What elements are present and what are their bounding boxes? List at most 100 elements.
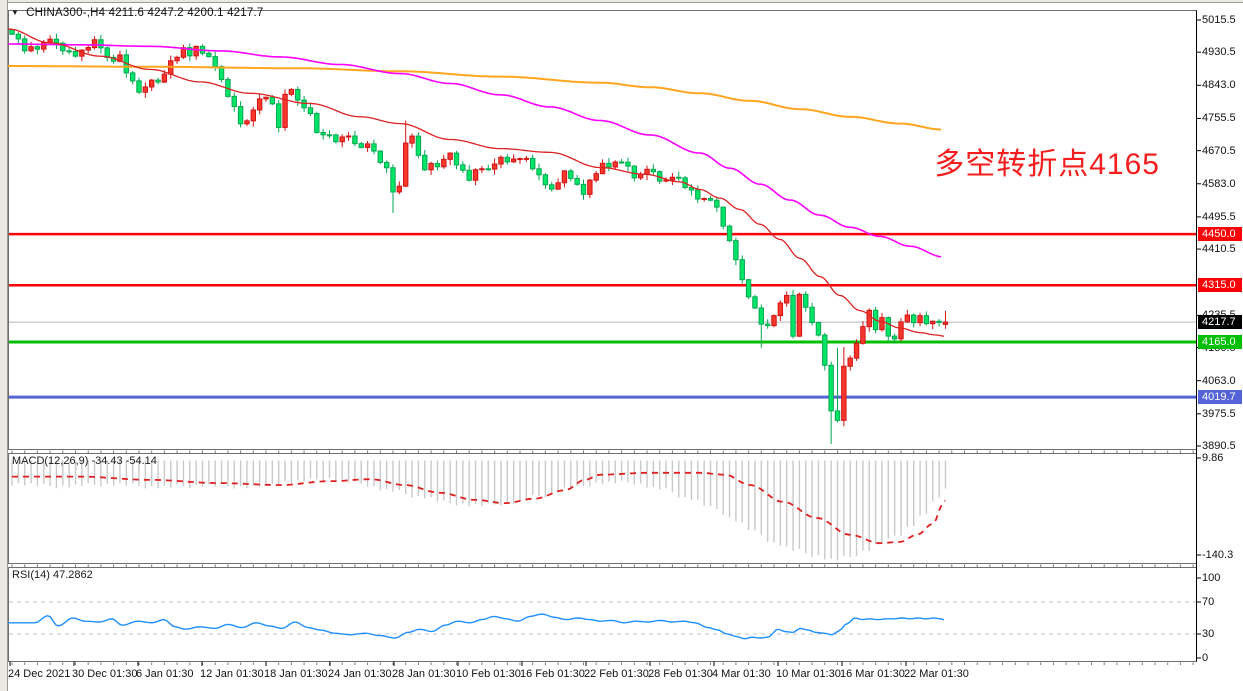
candle-body [28, 46, 34, 52]
candle-body [403, 142, 409, 187]
candle-body [288, 88, 295, 95]
candle-body [34, 46, 41, 50]
rsi-scale-label: 0 [1202, 652, 1209, 664]
ma-fast-red-line [7, 28, 945, 337]
annotation-text[interactable]: 多空转折点4165 [934, 148, 1160, 181]
candle-body [815, 322, 822, 336]
candle-body [930, 320, 936, 325]
price-axis-label: 4583.0 [1202, 177, 1236, 190]
price-badge-4165.0: 4165.0 [1198, 335, 1242, 350]
macd-scale-label: 9.86 [1202, 452, 1224, 464]
candle-body [555, 182, 561, 190]
candle-body [879, 317, 885, 331]
macd-indicator-label: MACD(12,26,9) -34.43 -54.14 [12, 455, 157, 467]
candle-body [491, 163, 498, 170]
candle-body [136, 80, 142, 93]
time-axis-label: 16 Mar 01:30 [840, 668, 905, 680]
candle-body [923, 315, 930, 325]
candle-body [276, 103, 282, 128]
chart-title-bar[interactable]: ▼ CHINA300-,H4 4211.6 4247.2 4200.1 4217.… [11, 7, 263, 19]
price-axis-label: 4670.5 [1202, 144, 1236, 157]
price-badge-4217.7: 4217.7 [1198, 315, 1242, 330]
candle-body [942, 321, 949, 325]
price-axis-label: 3975.5 [1202, 407, 1236, 420]
candle-body [364, 143, 371, 148]
candle-body [834, 410, 841, 421]
candle-body [460, 164, 466, 171]
candle-body [523, 157, 530, 160]
candle-body [60, 42, 66, 52]
candle-body [15, 33, 22, 40]
price-badge-4315.0: 4315.0 [1198, 278, 1242, 293]
candle-body [574, 177, 580, 185]
candle-body [161, 73, 168, 83]
candle-body [345, 135, 352, 138]
time-axis-label: 24 Dec 2021 [8, 668, 71, 680]
candle-body [333, 134, 339, 143]
candle-body [676, 176, 682, 179]
candle-body [256, 98, 263, 111]
horizontal-lines[interactable] [9, 232, 1196, 399]
candle-body [250, 109, 257, 122]
candle-body [174, 56, 180, 62]
price-axis-label: 3890.5 [1202, 439, 1236, 452]
candle-body [149, 79, 155, 88]
candle-body [733, 240, 739, 261]
rsi-panel-frame [8, 567, 1197, 662]
price-axis-label: 4063.0 [1202, 374, 1236, 387]
candle-body [434, 162, 441, 168]
candle-body [536, 168, 542, 176]
candle-body [917, 315, 923, 324]
candle-body [745, 279, 752, 298]
candle-body [618, 161, 625, 164]
price-axis-label: 4755.5 [1202, 112, 1236, 125]
candle-body [428, 162, 434, 171]
candle-body [695, 189, 701, 200]
time-axis-label: 30 Dec 01:30 [72, 668, 138, 680]
candle-body [339, 136, 345, 143]
candle-body [599, 162, 606, 175]
candle-body [142, 86, 149, 93]
candle-body [752, 296, 758, 309]
candle-body [714, 199, 720, 208]
candle-body [828, 364, 834, 412]
candle-body [561, 170, 568, 184]
time-axis-label: 4 Mar 01:30 [712, 668, 771, 680]
candle-body [307, 107, 314, 115]
ma-slow-orange-line [8, 65, 942, 131]
candle-body [498, 156, 504, 165]
time-axis-label: 22 Mar 01:30 [904, 668, 969, 680]
candle-body [847, 357, 853, 367]
time-axis-label: 12 Jan 01:30 [200, 668, 264, 680]
candle-body [530, 157, 536, 170]
candle-body [41, 42, 47, 50]
candle-body [898, 321, 904, 340]
chart-title-text: CHINA300-,H4 4211.6 4247.2 4200.1 4217.7 [26, 7, 264, 19]
candle-body [320, 131, 326, 136]
candle-body [688, 186, 695, 191]
candle-body [237, 106, 244, 125]
candle-body [47, 38, 53, 44]
collapse-chart-icon[interactable]: ▼ [11, 8, 20, 17]
macd-scale-label: -140.3 [1202, 549, 1234, 561]
price-axis-label: 4410.5 [1202, 243, 1236, 256]
candle-body [358, 143, 364, 148]
candle-body [390, 167, 396, 193]
candle-body [803, 293, 809, 308]
ma-mid-magenta-line [8, 43, 942, 258]
time-axis-label: 24 Jan 01:30 [328, 668, 392, 680]
candle-body [396, 185, 403, 193]
candle-body [891, 335, 898, 340]
candle-body [244, 120, 250, 125]
candle-body [542, 174, 549, 186]
candle-body [187, 47, 193, 57]
candle-body [206, 52, 212, 58]
time-axis-label: 22 Feb 01:30 [584, 668, 649, 680]
candle-body [631, 165, 637, 179]
time-axis-label: 16 Feb 01:30 [520, 668, 585, 680]
candle-body [911, 314, 917, 324]
candle-body [263, 96, 269, 100]
candle-body [764, 323, 771, 327]
candle-body [822, 334, 828, 366]
